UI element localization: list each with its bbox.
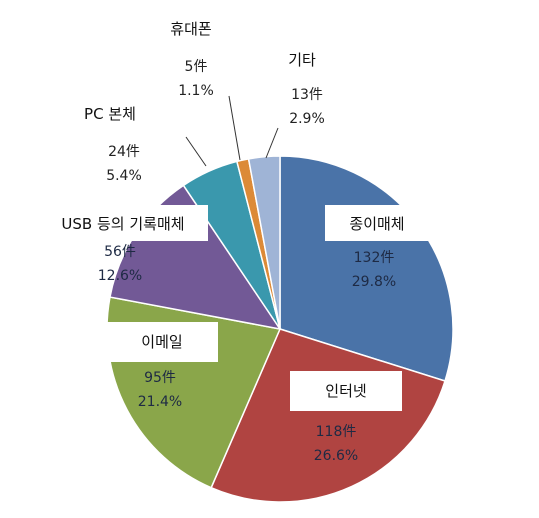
slice-count-internet: 118件 [316, 424, 357, 440]
slice-percent-internet: 26.6% [314, 448, 358, 464]
slice-count-paper: 132件 [354, 250, 395, 266]
slice-label-paper: 종이매체 [349, 215, 404, 233]
label-box-internet [290, 371, 402, 411]
leader-lines [185, 95, 279, 167]
slice-count-email: 95件 [144, 370, 176, 386]
label-box-email [106, 322, 218, 362]
slice-percent-paper: 29.8% [352, 274, 396, 290]
slice-label-email: 이메일 [141, 333, 182, 351]
slice-count-other: 13件 [291, 87, 323, 103]
slice-label-phone: 휴대폰 [170, 20, 211, 38]
slice-label-usb: USB 등의 기록매체 [61, 215, 184, 233]
slice-label-internet: 인터넷 [325, 382, 366, 400]
label-box-paper [325, 205, 430, 241]
label-box-usb [38, 205, 208, 241]
slice-percent-pc: 5.4% [106, 168, 142, 184]
slice-percent-email: 21.4% [138, 394, 182, 410]
slice-label-other: 기타 [288, 51, 316, 69]
slice-label-pc: PC 본체 [84, 105, 136, 123]
slice-count-phone: 5件 [185, 59, 208, 75]
slice-count-pc: 24件 [108, 144, 140, 160]
slice-count-usb: 56件 [104, 244, 136, 260]
slice-percent-usb: 12.6% [98, 268, 142, 284]
slice-percent-phone: 1.1% [178, 83, 214, 99]
pie-slice-other [247, 155, 281, 330]
slice-percent-other: 2.9% [289, 111, 325, 127]
